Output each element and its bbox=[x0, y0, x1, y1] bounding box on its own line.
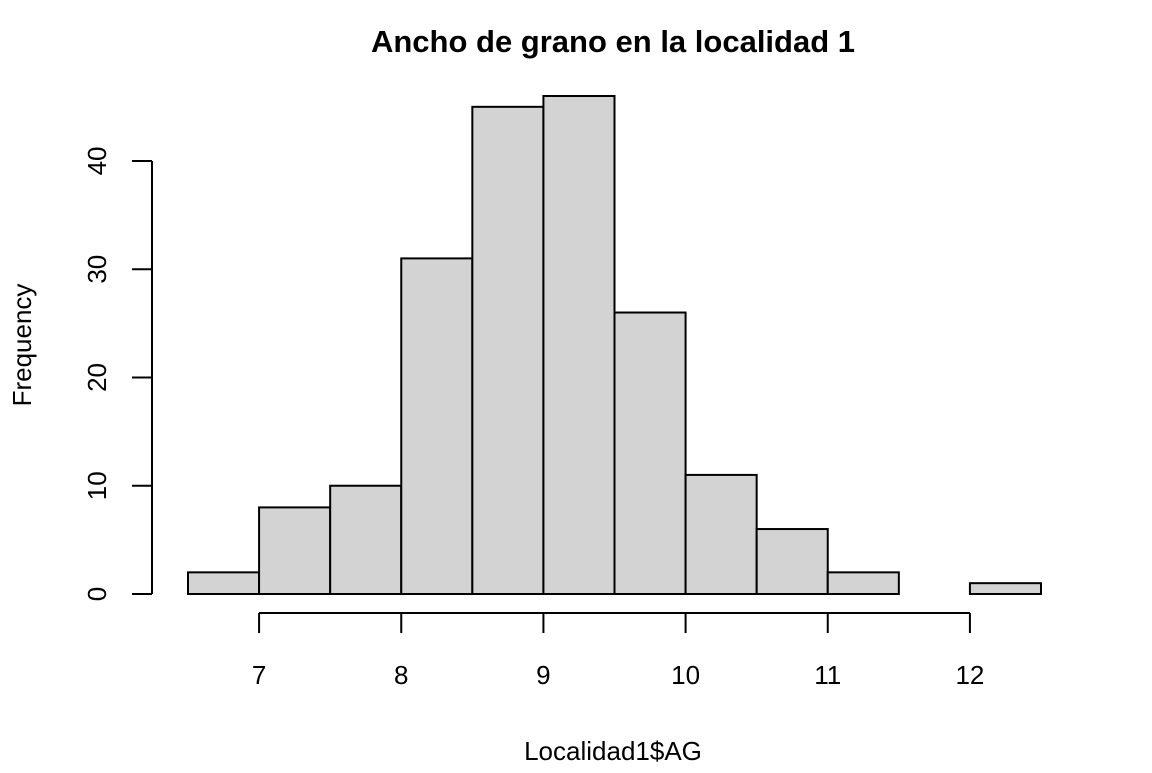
y-tick-label: 10 bbox=[82, 471, 112, 500]
histogram-bar bbox=[258, 506, 332, 595]
histogram-bar bbox=[400, 257, 474, 595]
y-tick-label: 20 bbox=[82, 363, 112, 392]
x-tick-label: 8 bbox=[394, 660, 408, 690]
x-tick-label: 10 bbox=[671, 660, 700, 690]
histogram-bar bbox=[187, 571, 261, 596]
histogram-bar bbox=[613, 311, 687, 595]
x-tick-label: 7 bbox=[252, 660, 266, 690]
y-axis: 0 10 20 30 40 bbox=[82, 146, 153, 601]
histogram-bar bbox=[826, 571, 900, 596]
x-axis: 7 8 9 10 11 12 bbox=[252, 612, 984, 690]
histogram-bar bbox=[471, 105, 545, 596]
histogram-bar bbox=[968, 582, 1043, 595]
histogram-bar bbox=[684, 473, 758, 596]
histogram-bar bbox=[755, 528, 829, 595]
y-tick-label: 0 bbox=[82, 587, 112, 601]
x-tick-label: 11 bbox=[814, 660, 841, 690]
histogram-bar bbox=[329, 484, 403, 596]
x-tick-label: 9 bbox=[536, 660, 550, 690]
y-tick-label: 30 bbox=[82, 255, 112, 284]
x-tick-label: 12 bbox=[955, 660, 984, 690]
y-tick-label: 40 bbox=[82, 146, 112, 175]
chart-title: Ancho de grano en la localidad 1 bbox=[371, 24, 855, 59]
y-axis-label: Frequency bbox=[7, 284, 37, 407]
histogram-bar bbox=[542, 95, 616, 595]
x-axis-label: Localidad1$AG bbox=[524, 736, 702, 766]
bars-group bbox=[187, 95, 1043, 596]
